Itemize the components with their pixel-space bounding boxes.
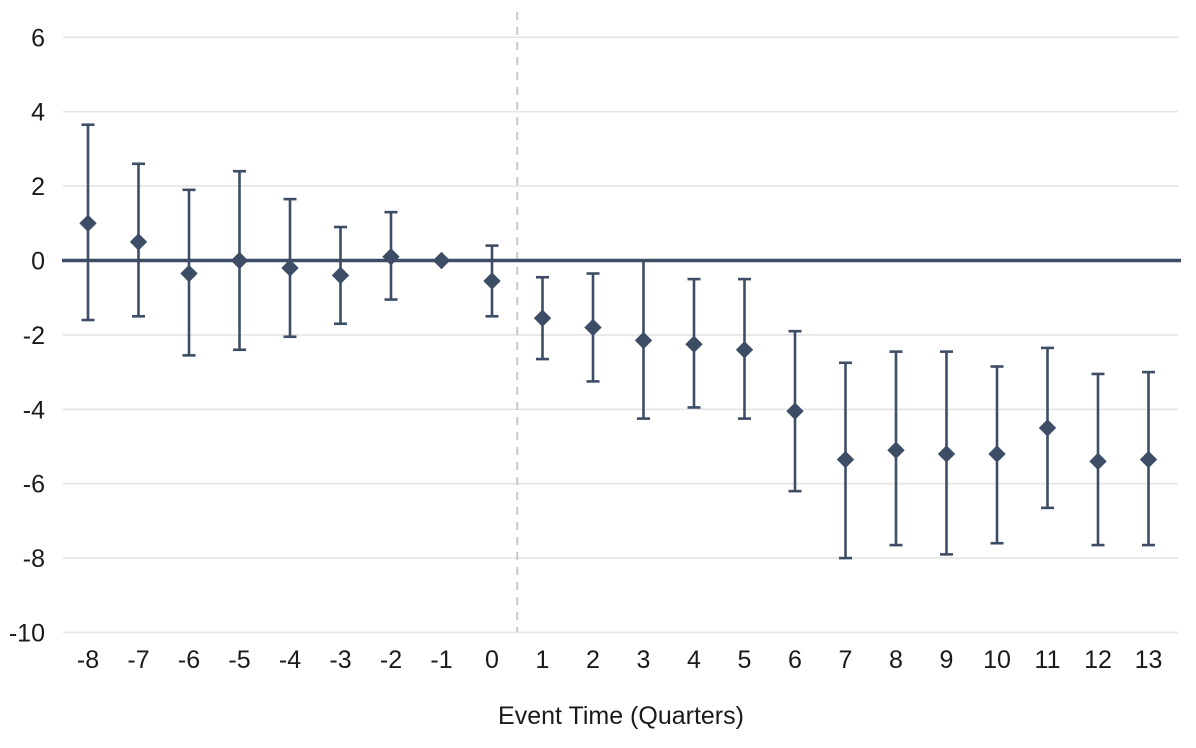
data-point-t9 [937, 350, 956, 556]
y-tick-label-6: 6 [31, 24, 45, 52]
coefficient-diamond-marker [584, 318, 602, 337]
data-point-t-3 [331, 225, 350, 326]
x-tick-label-12: 12 [1084, 646, 1112, 674]
coefficient-diamond-marker [331, 266, 350, 285]
data-point-t-1 [432, 251, 451, 270]
coefficient-diamond-marker [180, 264, 198, 283]
coefficient-diamond-marker [735, 341, 754, 359]
data-point-t4 [685, 277, 703, 409]
x-tick-label--5: -5 [228, 646, 250, 674]
y-tick-label--4: -4 [23, 396, 45, 424]
data-point-t1 [533, 275, 552, 361]
coefficient-diamond-marker [1038, 419, 1057, 437]
coefficient-diamond-marker [988, 445, 1006, 463]
x-tick-label-11: 11 [1035, 646, 1061, 674]
coefficient-diamond-marker [281, 259, 299, 277]
data-point-t13 [1139, 370, 1158, 547]
data-point-t-2 [382, 210, 400, 301]
coefficient-diamond-marker [937, 445, 956, 463]
coefficient-diamond-marker [634, 331, 653, 350]
data-point-t-6 [180, 188, 198, 357]
coefficient-points-with-ci [79, 123, 1158, 560]
data-point-t-8 [79, 123, 97, 322]
coefficient-diamond-marker [432, 251, 451, 270]
x-tick-label--1: -1 [430, 646, 452, 674]
x-tick-label--3: -3 [329, 646, 351, 674]
data-point-t-5 [230, 169, 249, 352]
x-tick-label-10: 10 [983, 646, 1011, 674]
y-axis-tick-labels: 6 4 2 0 -2 -4 -6 -8 -10 [9, 24, 45, 647]
x-tick-label-8: 8 [889, 646, 903, 674]
data-point-t6 [786, 329, 804, 493]
y-tick-label--6: -6 [23, 471, 45, 499]
data-point-t11 [1038, 346, 1057, 510]
x-tick-label--2: -2 [380, 646, 402, 674]
y-tick-label--2: -2 [23, 322, 45, 350]
x-tick-label-7: 7 [839, 646, 853, 674]
coefficient-diamond-marker [1139, 450, 1158, 469]
x-tick-label-1: 1 [536, 646, 550, 674]
coefficient-diamond-marker [533, 309, 552, 327]
coefficient-diamond-marker [786, 402, 804, 420]
y-tick-label--10: -10 [9, 620, 45, 648]
data-point-t5 [735, 277, 754, 420]
y-tick-label-0: 0 [31, 248, 45, 276]
data-point-t8 [887, 350, 905, 547]
data-point-t-7 [129, 162, 148, 318]
coefficient-diamond-marker [887, 441, 905, 459]
x-tick-label--6: -6 [178, 646, 200, 674]
y-tick-label-4: 4 [31, 99, 45, 127]
x-tick-label--8: -8 [77, 646, 99, 674]
x-tick-label-4: 4 [687, 646, 701, 674]
y-tick-label-2: 2 [31, 173, 45, 201]
data-point-t-4 [281, 197, 299, 339]
x-tick-label-5: 5 [738, 646, 752, 674]
x-tick-label-3: 3 [637, 646, 651, 674]
x-tick-label-13: 13 [1135, 646, 1163, 674]
data-point-t3 [634, 259, 653, 420]
coefficient-diamond-marker [79, 214, 97, 232]
coefficient-diamond-marker [230, 251, 249, 270]
data-point-t2 [584, 272, 602, 383]
coefficient-diamond-marker [1089, 452, 1107, 471]
y-tick-label--8: -8 [23, 545, 45, 573]
x-tick-label-6: 6 [788, 646, 802, 674]
coefficient-diamond-marker [685, 335, 703, 353]
coefficient-diamond-marker [382, 248, 400, 266]
x-tick-label-2: 2 [586, 646, 600, 674]
data-point-t7 [836, 361, 855, 560]
coefficient-diamond-marker [836, 450, 855, 469]
x-tick-label--7: -7 [127, 646, 149, 674]
data-point-t12 [1089, 372, 1107, 547]
horizontal-gridlines [63, 36, 1178, 634]
x-tick-label-9: 9 [940, 646, 954, 674]
x-tick-label-0: 0 [485, 646, 499, 674]
x-axis-title: Event Time (Quarters) [498, 702, 744, 730]
x-axis-tick-labels: -8 -7 -6 -5 -4 -3 -2 -1 0 1 2 3 4 5 6 7 8 9 10 11 12 13 [77, 646, 1163, 674]
data-point-t0 [483, 244, 501, 318]
coefficient-diamond-marker [483, 272, 501, 290]
data-point-t10 [988, 365, 1006, 545]
coefficient-diamond-marker [129, 233, 148, 251]
x-tick-label--4: -4 [279, 646, 301, 674]
